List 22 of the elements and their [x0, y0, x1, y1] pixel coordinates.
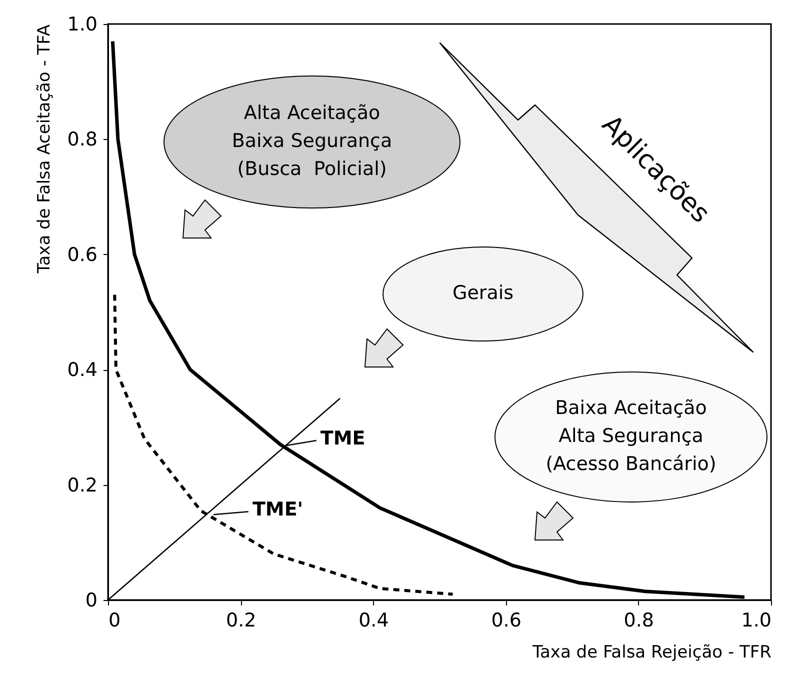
y-tick-label: 0.2 [67, 474, 98, 496]
annotation: Gerais [452, 282, 514, 304]
y-tick-label: 0.4 [67, 359, 98, 382]
x-tick-label: 0.8 [624, 610, 654, 632]
y-tick-label: 0 [85, 590, 98, 612]
speech-bubble: Baixa Aceitação Alta Segurança (Acesso Bancário) [494, 372, 768, 502]
annotation: Alta Aceitação Baixa Segurança (Busca Policial) [232, 102, 392, 180]
x-tick-label: 0.4 [358, 610, 389, 632]
annotation: TME' [252, 498, 304, 521]
speech-bubble: Gerais [382, 246, 584, 342]
x-tick-label: 0.6 [491, 610, 522, 632]
annotation: Baixa Aceitação Alta Segurança (Acesso Bancário) [546, 397, 716, 476]
y-axis-title: Taxa de Falsa Aceitação - TFA [34, 24, 54, 274]
y-tick-label: 0.6 [67, 244, 98, 266]
annotation: TME [320, 427, 366, 450]
x-tick-label: 1.0 [741, 610, 772, 632]
y-tick-label: 0.8 [67, 128, 98, 151]
y-tick-label: 1.0 [67, 14, 98, 36]
x-axis-title: Taxa de Falsa Rejeição - TFR [531, 642, 772, 662]
x-tick-label: 0 [108, 610, 121, 632]
speech-bubble: Alta Aceitação Baixa Segurança (Busca Policial) [164, 76, 460, 208]
x-tick-label: 0.2 [226, 610, 256, 632]
